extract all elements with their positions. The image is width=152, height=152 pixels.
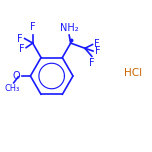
Text: F: F: [89, 58, 95, 68]
Text: F: F: [19, 44, 24, 54]
Text: F: F: [94, 39, 100, 49]
Text: HCl: HCl: [124, 68, 142, 78]
Text: NH₂: NH₂: [60, 23, 78, 33]
Text: O: O: [13, 71, 21, 81]
Text: CH₃: CH₃: [5, 84, 20, 93]
Text: F: F: [30, 22, 36, 32]
Text: F: F: [17, 34, 23, 43]
Text: F: F: [95, 46, 100, 56]
